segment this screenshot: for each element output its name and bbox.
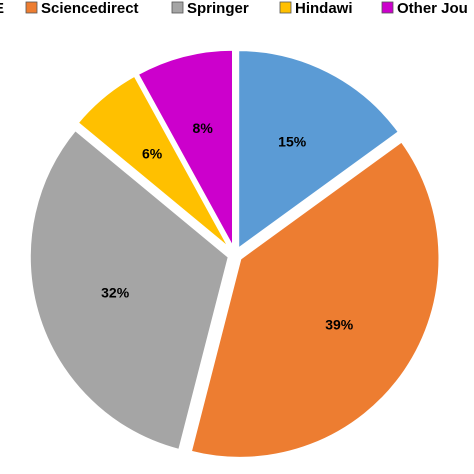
legend-swatch-springer [171,1,184,14]
legend-label-ieee: E [0,0,4,17]
pie-slice-other-journals [135,47,236,251]
pie-slice-ieee [236,48,402,252]
pie-slice-label-other-journals: 8% [193,120,214,136]
legend-swatch-hindawi [279,1,292,14]
pie-slice-label-sciencedirect: 39% [325,317,354,333]
legend-swatch-other-journals [381,1,394,14]
chart-legend: E Sciencedirect Springer Hindawi Other Jou [0,0,468,17]
pie-slice-hindawi [75,73,233,252]
legend-label-other-journals: Other Jou [397,0,468,17]
pie-slices [27,47,442,460]
pie-slice-sciencedirect [188,139,442,460]
pie-slice-springer [27,127,231,453]
legend-label-hindawi: Hindawi [295,0,353,17]
pie-slice-label-ieee: 15% [278,133,307,149]
legend-swatch-sciencedirect [25,1,38,14]
pie-slice-labels: 15% 39% 32% 6% 8% [101,120,354,333]
legend-label-springer: Springer [187,0,249,17]
pie-slice-label-springer: 32% [101,285,130,301]
legend-label-sciencedirect: Sciencedirect [41,0,139,17]
pie-slice-label-hindawi: 6% [142,146,163,162]
